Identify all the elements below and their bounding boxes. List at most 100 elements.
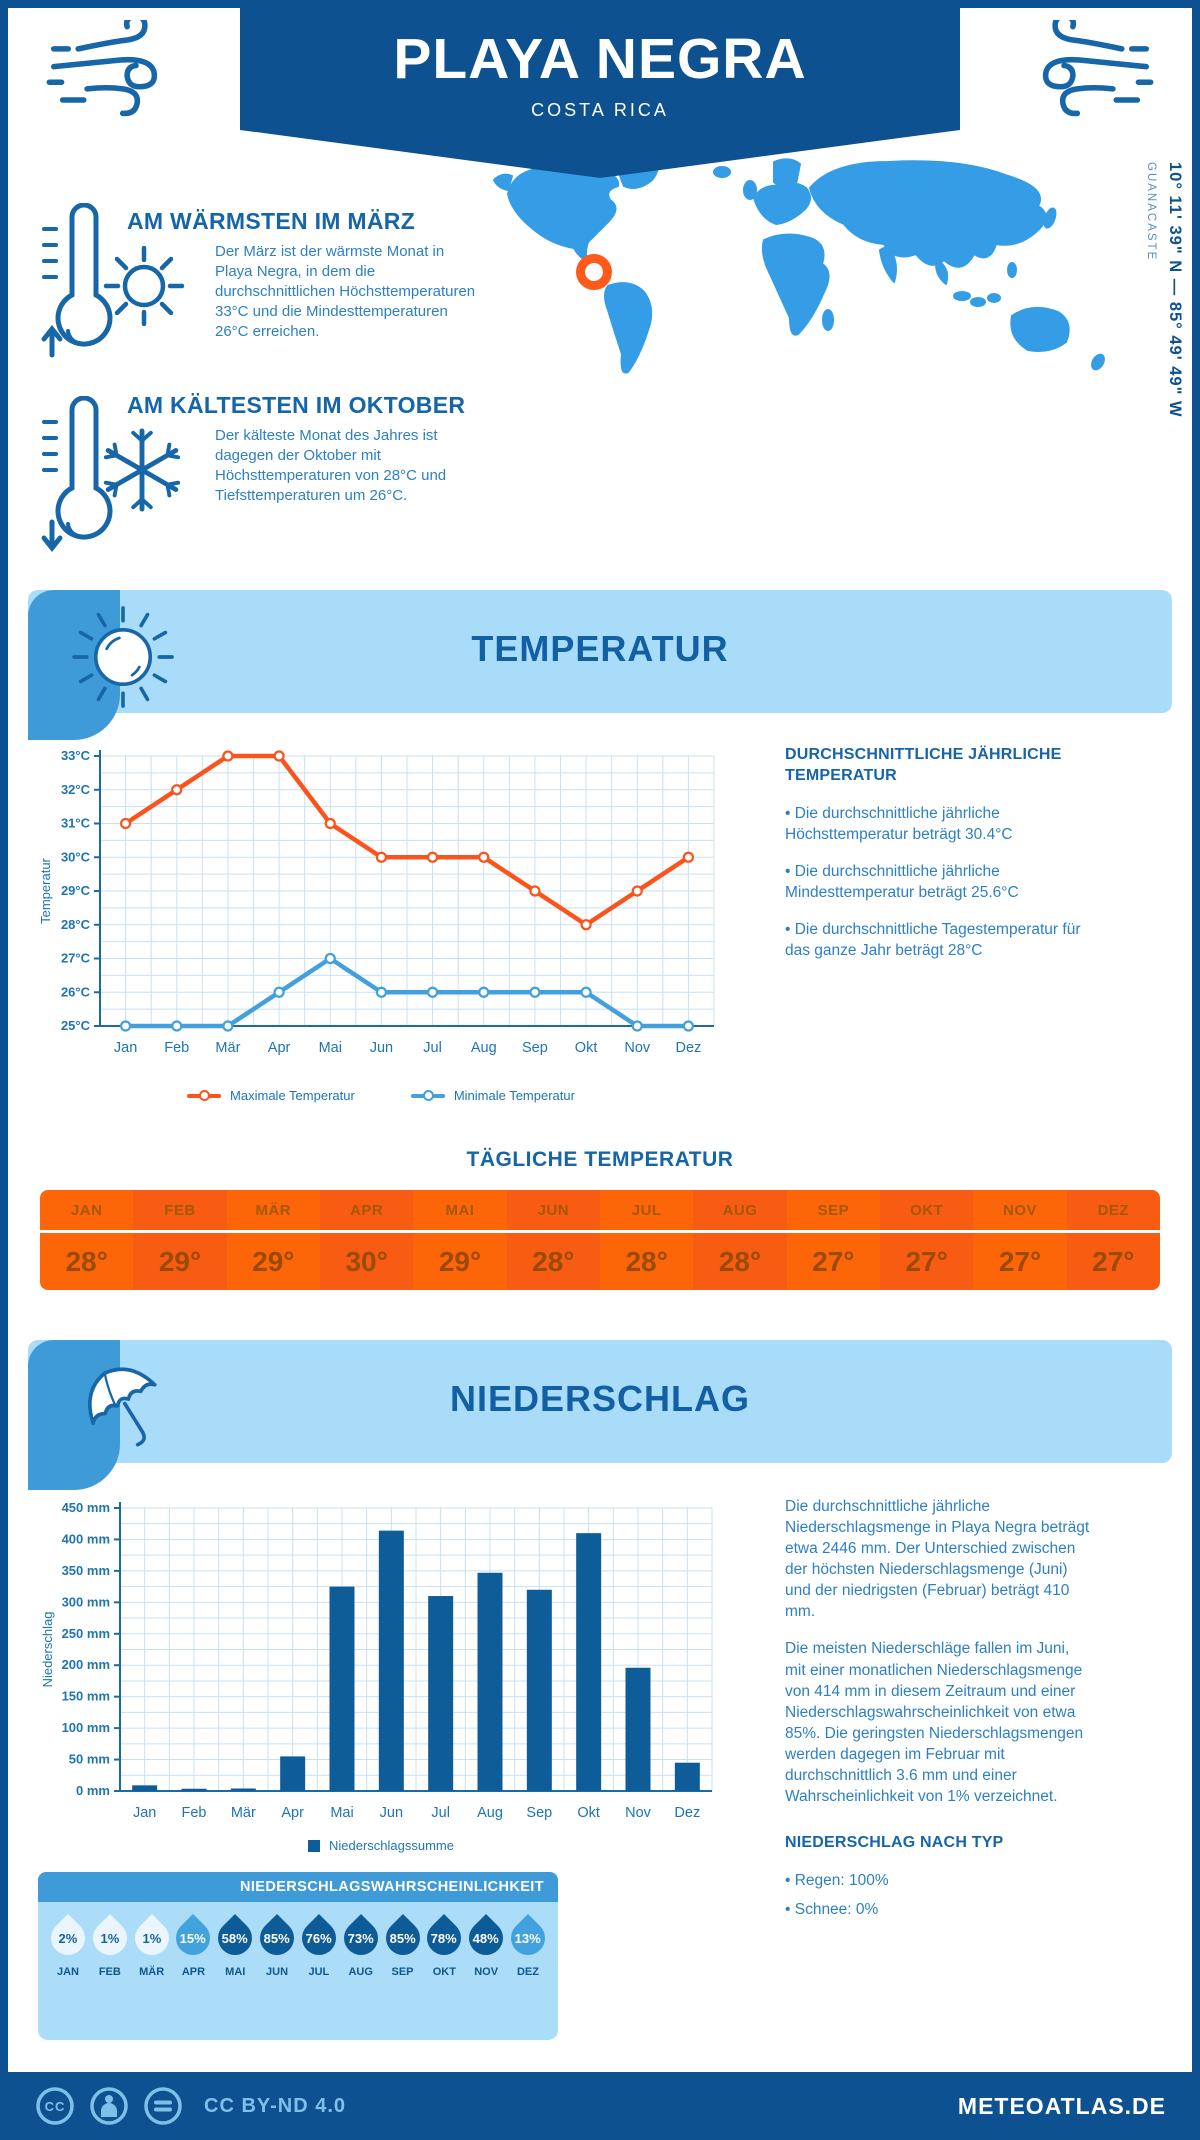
- daily-temperature-table: JAN 28° FEB 29° MÄR 29° APR 30° MAI 29° JUN 28° JUL 2…: [40, 1190, 1160, 1290]
- legend-label: Niederschlagssumme: [329, 1838, 454, 1853]
- page-border-right: [1192, 0, 1200, 2140]
- probability-value: 48%: [473, 1930, 500, 1946]
- svg-text:Jun: Jun: [380, 1805, 403, 1821]
- page-subtitle: COSTA RICA: [531, 100, 669, 120]
- svg-text:Jan: Jan: [133, 1805, 156, 1821]
- probability-month: OKT: [432, 1966, 456, 1978]
- droplet-icon: 48%: [462, 1913, 511, 1963]
- wind-icon: [1042, 20, 1154, 117]
- svg-text:350 mm: 350 mm: [62, 1563, 110, 1578]
- probability-value: 76%: [305, 1930, 332, 1946]
- snowflake-icon: [103, 428, 181, 512]
- probability-title: NIEDERSCHLAGSWAHRSCHEINLICHKEIT: [38, 1872, 558, 1902]
- location-marker: [576, 254, 612, 290]
- svg-text:Nov: Nov: [624, 1040, 651, 1056]
- svg-text:29°C: 29°C: [61, 883, 91, 898]
- daily-temp-value: 29°: [438, 1245, 482, 1277]
- svg-text:26°C: 26°C: [61, 984, 91, 999]
- probability-month: FEB: [98, 1966, 121, 1978]
- precipitation-paragraph: Die meisten Niederschläge fallen im Juni…: [785, 1640, 1084, 1806]
- temperature-aside: DURCHSCHNITTLICHE JÄHRLICHE TEMPERATUR •…: [785, 745, 1091, 977]
- page-title: PLAYA NEGRA: [393, 27, 807, 91]
- cc-icon: CC: [36, 2087, 74, 2125]
- precipitation-section-band: NIEDERSCHLAG: [28, 1340, 1172, 1490]
- probability-month: JUN: [266, 1966, 289, 1978]
- probability-month: AUG: [348, 1966, 373, 1978]
- precipitation-type-bullet: • Schnee: 0%: [785, 1900, 879, 1918]
- temperature-bullet: • Die durchschnittliche jährliche Mindes…: [785, 862, 1019, 901]
- daily-temp-month: DEZ: [1066, 1190, 1160, 1233]
- temperature-bullet: • Die durchschnittliche jährliche Höchst…: [785, 804, 1013, 843]
- license-block: CC CC BY-ND 4.0: [34, 2085, 346, 2127]
- droplet-icon: 2%: [43, 1913, 93, 1963]
- coordinates-text: 10° 11' 39" N — 85° 49' 49" W: [1166, 162, 1184, 418]
- precipitation-type-title: NIEDERSCHLAG NACH TYP: [785, 1834, 1004, 1852]
- daily-temp-value: 29°: [158, 1245, 202, 1277]
- daily-temp-value: 27°: [1092, 1245, 1135, 1277]
- svg-text:Apr: Apr: [268, 1040, 291, 1056]
- svg-text:27°C: 27°C: [61, 951, 91, 966]
- daily-temp-month: NOV: [973, 1190, 1067, 1233]
- probability-item: 13% DEZ: [503, 1912, 552, 2040]
- footer: CC CC BY-ND 4.0 METEOATLAS.DE: [0, 2072, 1200, 2140]
- svg-text:Mai: Mai: [330, 1805, 353, 1821]
- probability-value: 1%: [142, 1930, 162, 1946]
- daily-temp-column: APR 30°: [320, 1190, 414, 1290]
- coordinates-block: 10° 11' 39" N — 85° 49' 49" W GUANACASTE: [1145, 162, 1184, 418]
- temperature-bullet: • Die durchschnittliche Tagestemperatur …: [785, 920, 1081, 959]
- svg-text:Sep: Sep: [526, 1805, 552, 1821]
- temperature-section-title: TEMPERATUR: [471, 628, 729, 669]
- precipitation-type-bullet: • Regen: 100%: [785, 1871, 889, 1889]
- page-border-top: [0, 0, 1200, 8]
- svg-text:400 mm: 400 mm: [62, 1531, 110, 1546]
- daily-temp-month: APR: [320, 1190, 414, 1233]
- world-map: [492, 150, 1142, 390]
- daily-temp-value: 28°: [532, 1245, 575, 1277]
- svg-text:CC: CC: [45, 2099, 66, 2114]
- droplet-icon: 76%: [294, 1913, 343, 1963]
- svg-text:Nov: Nov: [625, 1805, 652, 1821]
- svg-text:Temperatur: Temperatur: [38, 857, 53, 923]
- svg-text:25°C: 25°C: [61, 1018, 91, 1033]
- site-name: METEOATLAS.DE: [957, 2092, 1166, 2119]
- daily-temp-month: AUG: [693, 1190, 787, 1233]
- daily-temp-column: JUL 28°: [600, 1190, 694, 1290]
- svg-text:100 mm: 100 mm: [62, 1720, 110, 1735]
- legend-item: Maximale Temperatur: [187, 1088, 355, 1103]
- daily-temp-value: 27°: [998, 1245, 1042, 1277]
- droplet-icon: 85%: [253, 1913, 302, 1963]
- daily-temp-month: JUN: [506, 1190, 600, 1233]
- daily-temp-column: FEB 29°: [133, 1190, 227, 1290]
- probability-item: 2% JAN: [43, 1912, 93, 2040]
- probability-month: APR: [181, 1966, 206, 1978]
- droplet-icon: 1%: [127, 1913, 176, 1963]
- svg-text:250 mm: 250 mm: [62, 1626, 110, 1641]
- legend-item: Minimale Temperatur: [410, 1088, 575, 1103]
- highlight-cold-title: AM KÄLTESTEN IM OKTOBER: [127, 392, 466, 418]
- svg-text:Apr: Apr: [281, 1805, 304, 1821]
- probability-value: 58%: [222, 1930, 249, 1946]
- thermometer-up-icon: [41, 203, 113, 358]
- page-border-left: [0, 0, 8, 2140]
- precipitation-chart-legend: Niederschlagssumme: [36, 1838, 726, 1853]
- daily-temp-column: SEP 27°: [786, 1190, 880, 1290]
- probability-value: 78%: [431, 1930, 458, 1946]
- daily-temp-month: JUL: [600, 1190, 694, 1233]
- equals-icon: [144, 2087, 182, 2125]
- person-icon: [90, 2087, 128, 2125]
- probability-item: 58% MAI: [211, 1912, 260, 2040]
- svg-text:Jun: Jun: [370, 1040, 393, 1056]
- svg-text:28°C: 28°C: [61, 917, 91, 932]
- svg-text:150 mm: 150 mm: [62, 1689, 110, 1704]
- probability-value: 2%: [58, 1930, 78, 1946]
- svg-text:31°C: 31°C: [61, 816, 91, 831]
- probability-item: 85% JUN: [253, 1912, 302, 2040]
- thermometer-down-icon: [41, 396, 113, 553]
- probability-value: 13%: [514, 1930, 541, 1946]
- probability-month: SEP: [391, 1966, 414, 1978]
- legend-swatch: [308, 1839, 320, 1852]
- svg-text:Dez: Dez: [676, 1040, 702, 1056]
- svg-text:0 mm: 0 mm: [76, 1783, 110, 1798]
- svg-text:Mai: Mai: [319, 1040, 342, 1056]
- probability-value: 85%: [389, 1930, 416, 1946]
